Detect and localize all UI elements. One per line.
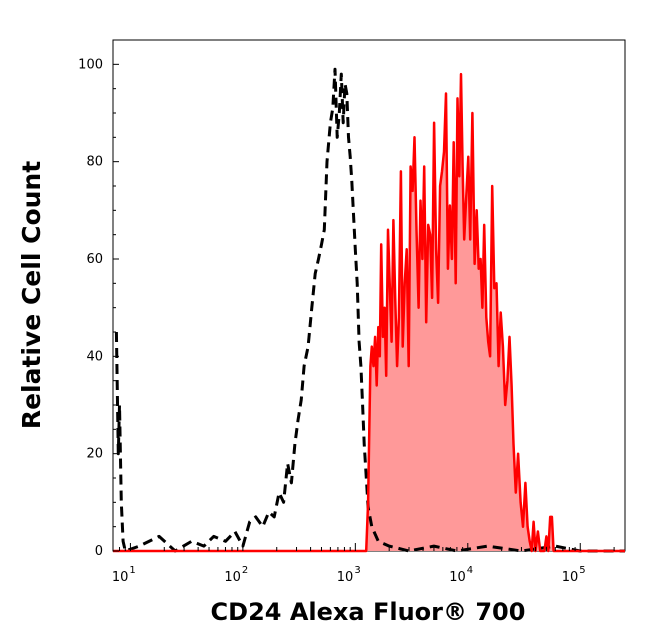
y-tick-label: 80 [86, 155, 103, 170]
x-tick-exponent: 2 [242, 565, 248, 576]
x-axis-title: CD24 Alexa Fluor® 700 [211, 598, 526, 626]
y-tick-label: 100 [78, 57, 103, 72]
x-tick-label: 10 [449, 570, 466, 585]
x-tick-exponent: 5 [579, 565, 585, 576]
x-tick-exponent: 4 [467, 565, 473, 576]
x-tick-label: 10 [112, 570, 129, 585]
series-2-line [113, 72, 625, 553]
x-tick-exponent: 3 [354, 565, 360, 576]
y-axis-title: Relative Cell Count [17, 161, 46, 429]
y-tick-label: 0 [95, 544, 103, 559]
series-1-line [114, 67, 625, 553]
x-tick-exponent: 1 [129, 565, 135, 576]
series-2-fill [113, 74, 625, 551]
y-tick-label: 60 [86, 252, 103, 267]
y-tick-label: 20 [86, 447, 103, 462]
y-tick-label: 40 [86, 349, 103, 364]
x-tick-label: 10 [224, 570, 241, 585]
x-tick-label: 10 [562, 570, 579, 585]
x-tick-label: 10 [337, 570, 354, 585]
